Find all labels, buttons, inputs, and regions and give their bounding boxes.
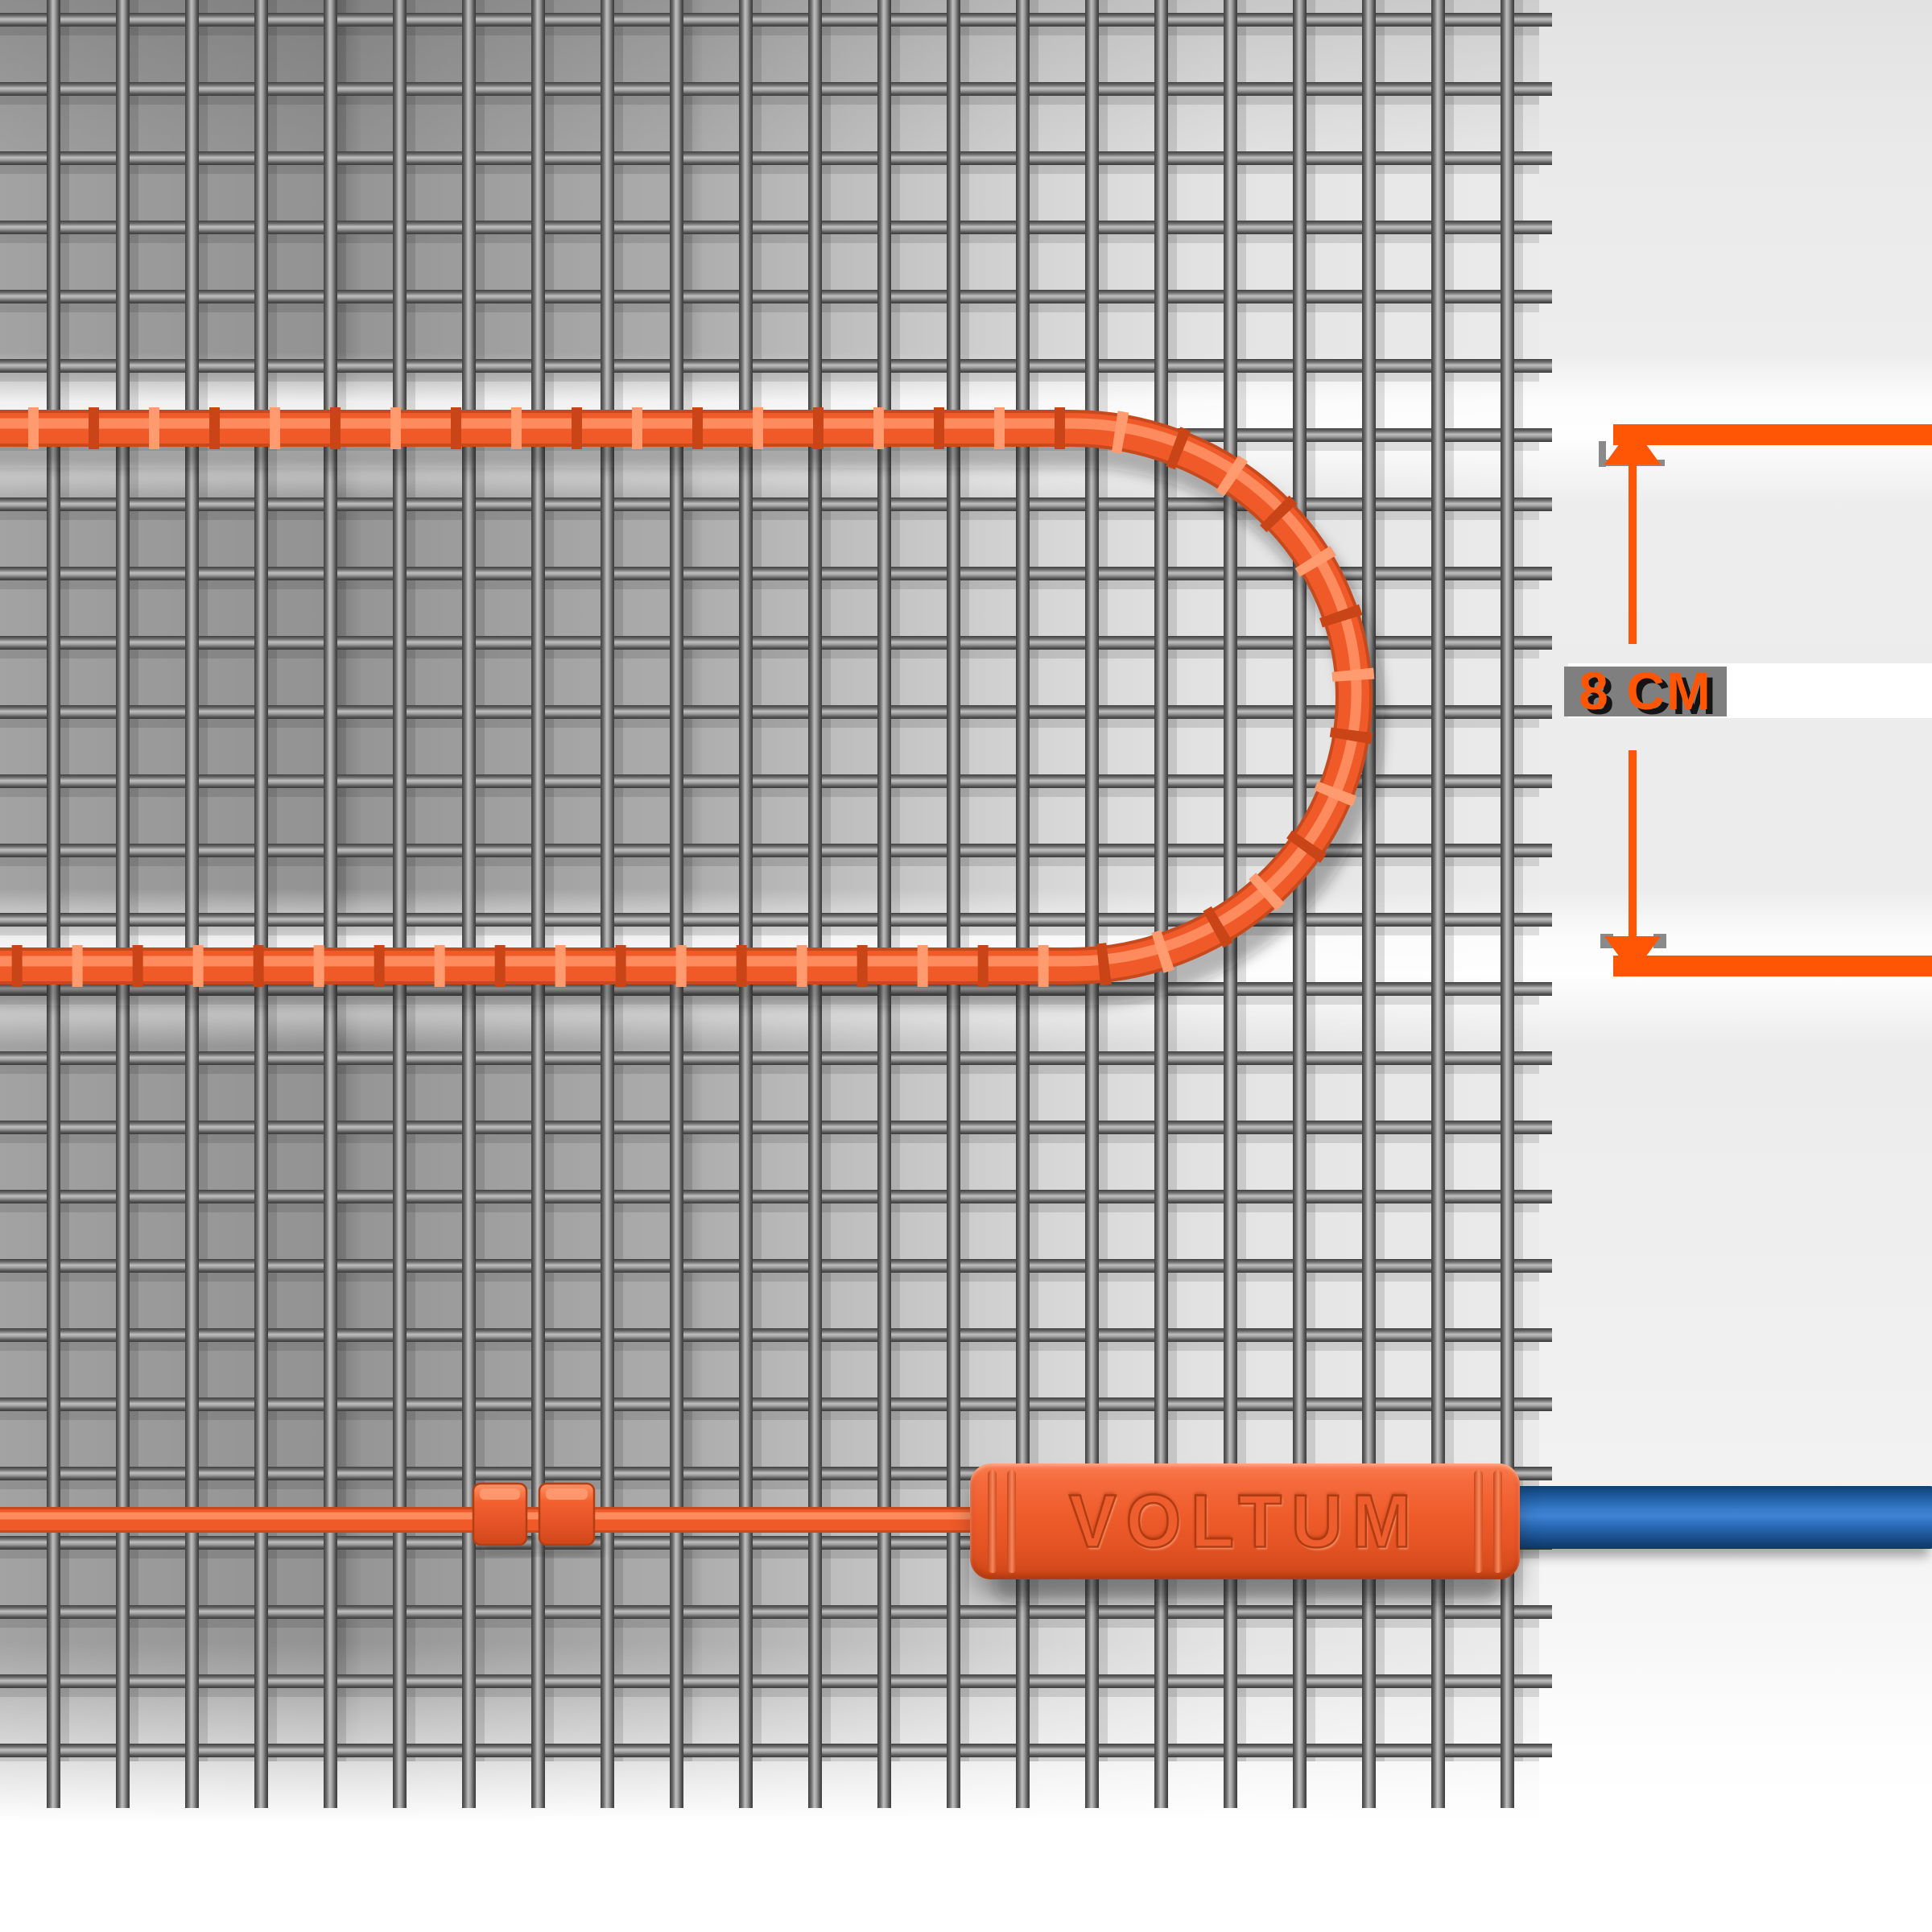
connector-groove [1474,1470,1483,1573]
dimension-bottom-bar [1613,956,1932,976]
connector-groove [1007,1470,1016,1573]
voltum-brand-label: VOLTUM [1068,1478,1421,1564]
cable-clip [472,1482,602,1552]
power-cord [1507,1486,1932,1549]
dimension-label-backdrop [1564,667,1727,716]
mesh-vertical-wire-ends [0,1761,1539,1808]
mesh-horizontal-wire-stubs [1539,0,1552,1761]
connector-groove [1493,1470,1502,1573]
dimension-label: 8 CM [1579,661,1712,720]
bottom-fade-overlay [0,1811,1932,1932]
dimension-top-bar [1613,424,1932,445]
heating-cable [0,407,1375,987]
dimension-line-lower [1629,750,1637,937]
voltum-connector: VOLTUM [970,1463,1520,1579]
arrow-up-icon [1604,426,1661,464]
heating-cable-gloss [0,418,1362,967]
connector-groove [988,1470,997,1573]
dimension-line-upper [1629,451,1637,644]
